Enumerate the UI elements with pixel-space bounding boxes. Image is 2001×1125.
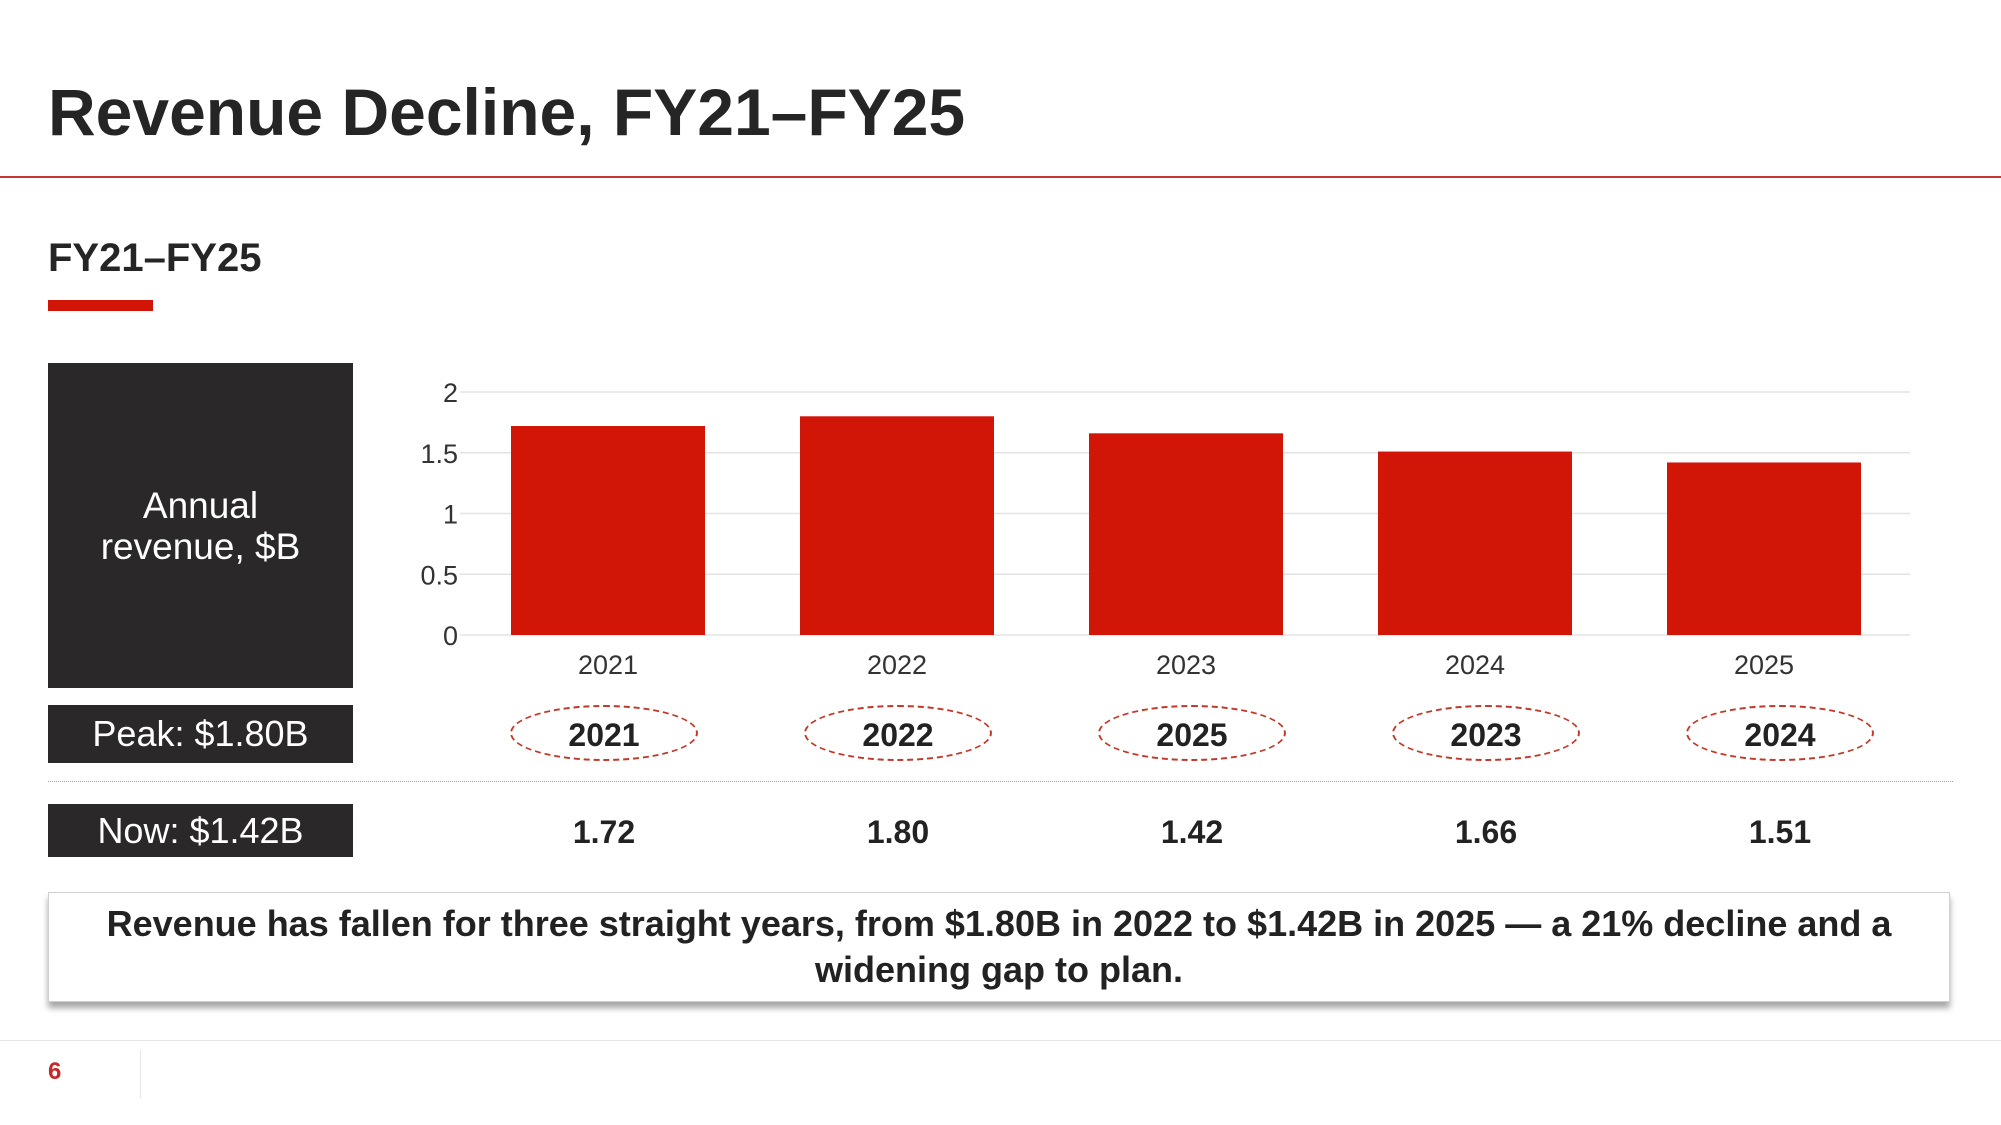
x-tick-label: 2025 — [1734, 650, 1794, 680]
y-tick-label: 2 — [443, 378, 458, 408]
year-ellipse — [1392, 705, 1580, 761]
ellipse-year-label: 2023 — [1450, 717, 1522, 753]
footer-divider — [0, 1040, 2001, 1041]
footer-vertical-divider — [140, 1050, 141, 1098]
y-tick-label: 1 — [443, 500, 458, 530]
value-label: 1.66 — [1454, 814, 1518, 850]
x-tick-label: 2021 — [578, 650, 638, 680]
value-label: 1.42 — [1160, 814, 1224, 850]
bar — [1089, 433, 1283, 635]
row-separator — [48, 781, 1953, 782]
bar — [1667, 462, 1861, 635]
value-label: 1.72 — [572, 814, 636, 850]
revenue-bar-chart: 0 0.5 1 1.5 2 2021 2022 2023 2024 2025 — [420, 378, 1910, 680]
bar — [1378, 451, 1572, 635]
now-chip: Now: $1.42B — [48, 804, 353, 857]
ellipse-year-label: 2024 — [1744, 717, 1816, 753]
subtitle-accent-bar — [48, 300, 153, 311]
ellipse-year-label: 2022 — [862, 717, 934, 753]
page-number: 6 — [48, 1058, 62, 1085]
value-label: 1.51 — [1748, 814, 1812, 850]
year-ellipse — [1098, 705, 1286, 761]
y-tick-label: 0 — [443, 621, 458, 651]
takeaway-callout: Revenue has fallen for three straight ye… — [48, 892, 1950, 1002]
y-tick-label: 0.5 — [420, 560, 458, 590]
x-tick-label: 2023 — [1156, 650, 1216, 680]
slide-title: Revenue Decline, FY21–FY25 — [48, 75, 966, 149]
peak-chip: Peak: $1.80B — [48, 705, 353, 763]
year-ellipse — [804, 705, 992, 761]
bar — [511, 426, 705, 635]
ellipse-year-label: 2025 — [1156, 717, 1228, 753]
title-divider — [0, 176, 2001, 178]
x-tick-label: 2022 — [867, 650, 927, 680]
value-label: 1.80 — [866, 814, 930, 850]
y-tick-label: 1.5 — [420, 439, 458, 469]
bar — [800, 416, 994, 635]
year-ellipse — [510, 705, 698, 761]
callout-text: Revenue has fallen for three straight ye… — [106, 903, 1892, 990]
year-ellipse — [1686, 705, 1874, 761]
x-tick-label: 2024 — [1445, 650, 1505, 680]
metric-panel-label: Annual revenue, $B — [100, 484, 301, 567]
section-subtitle: FY21–FY25 — [48, 236, 262, 280]
ellipse-year-label: 2021 — [568, 717, 640, 753]
metric-panel: Annual revenue, $B — [48, 363, 353, 688]
